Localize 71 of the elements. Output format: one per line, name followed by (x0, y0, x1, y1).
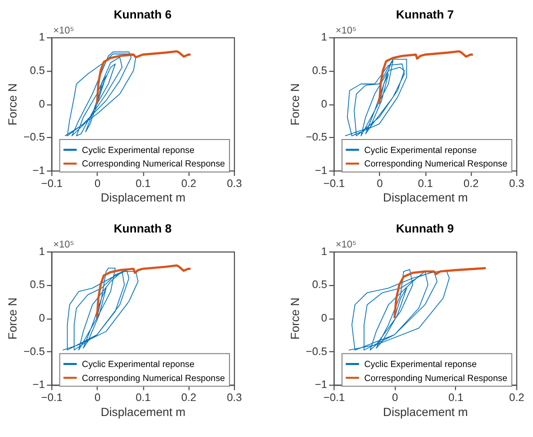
x-tick-label: −0.1 (41, 392, 63, 404)
x-tick-label: 0 (376, 178, 383, 190)
x-tick-label: 0.1 (448, 392, 464, 404)
line-series (62, 268, 138, 350)
x-tick-label: 0.1 (136, 392, 151, 404)
y-tick-label: 1 (321, 32, 328, 44)
y-tick-label: 0.5 (312, 65, 328, 78)
x-tick-label: 0.1 (418, 178, 433, 190)
text: ×10⁵ (53, 240, 74, 251)
y-tick-label: 0 (38, 312, 45, 325)
y-tick-label: 0.5 (30, 279, 45, 292)
legend-label: Cyclic Experimental reponse (82, 358, 194, 369)
x-axis-title: Displacement m (383, 404, 468, 419)
x-axis-title: Displacement m (100, 404, 186, 419)
chart-title: Kunnath 8 (114, 222, 172, 236)
x-tick-label: 0 (94, 178, 100, 190)
legend-label: Cyclic Experimental reponse (364, 358, 477, 369)
line-series (393, 267, 487, 320)
line-series (64, 52, 136, 136)
chart-title: Kunnath 7 (396, 8, 454, 22)
x-axis-title: Displacement m (383, 190, 468, 205)
x-tick-label: 0.2 (509, 392, 524, 404)
y-tick-label: −1 (32, 164, 45, 177)
x-tick-label: 0.3 (226, 392, 242, 404)
line-series (344, 58, 408, 136)
chart-title: Kunnath 6 (114, 8, 172, 22)
y-tick-label: −0.5 (23, 132, 45, 144)
legend-label: Corresponding Numerical Response (364, 372, 508, 383)
y-tick-label: 1 (38, 246, 45, 258)
y-tick-label: 1 (321, 246, 328, 258)
x-axis-title: Displacement m (100, 190, 186, 205)
y-tick-label: 0.5 (30, 65, 45, 78)
x-tick-label: 0.1 (136, 178, 151, 190)
x-tick-label: 0 (94, 392, 100, 404)
y-tick-label: −1 (32, 379, 45, 392)
y-tick-label: 1 (38, 32, 45, 44)
x-tick-label: −0.1 (41, 178, 63, 190)
x-tick-label: −0.1 (323, 392, 345, 404)
y-tick-label: −0.5 (23, 346, 45, 358)
x-tick-label: 0.3 (509, 178, 524, 190)
legend-label: Corresponding Numerical Response (82, 158, 226, 169)
text: ×10⁵ (336, 25, 356, 36)
x-tick-label: 0.2 (181, 392, 196, 404)
y-tick-label: 0 (321, 98, 328, 110)
line-series (96, 264, 192, 320)
x-tick-label: 0.3 (226, 178, 242, 190)
chart-title: Kunnath 9 (396, 222, 454, 236)
line-series (378, 50, 474, 105)
y-tick-label: −0.5 (306, 132, 328, 144)
y-axis-title: Force N (288, 298, 302, 340)
legend-label: Corresponding Numerical Response (364, 158, 508, 169)
x-tick-label: 0 (392, 392, 398, 404)
legend-label: Cyclic Experimental reponse (364, 144, 477, 155)
legend-label: Corresponding Numerical Response (82, 372, 226, 383)
line-series (96, 50, 192, 105)
line-series (348, 269, 450, 350)
y-tick-label: −0.5 (306, 346, 328, 358)
x-tick-label: −0.1 (323, 178, 345, 190)
y-tick-label: −1 (314, 379, 328, 392)
y-tick-label: 0 (321, 312, 328, 325)
y-tick-label: 0.5 (312, 279, 328, 292)
x-tick-label: 0.2 (464, 178, 479, 190)
x-tick-label: 0.2 (181, 178, 196, 190)
legend-label: Cyclic Experimental reponse (82, 144, 194, 155)
y-axis-title: Force N (6, 298, 20, 340)
text: ×10⁵ (336, 240, 356, 251)
y-tick-label: −1 (314, 164, 328, 177)
text: ×10⁵ (53, 25, 74, 36)
y-axis-title: Force N (6, 83, 20, 126)
y-tick-label: 0 (38, 98, 45, 110)
y-axis-title: Force N (288, 83, 302, 126)
